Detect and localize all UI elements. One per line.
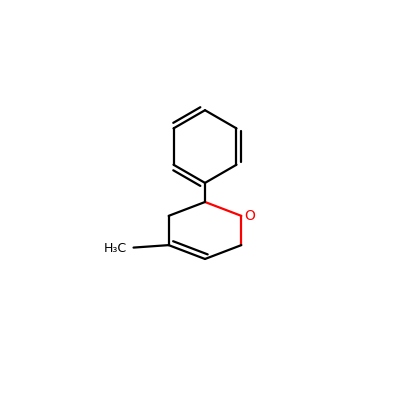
Text: O: O xyxy=(244,209,255,223)
Text: H₃C: H₃C xyxy=(103,242,126,255)
